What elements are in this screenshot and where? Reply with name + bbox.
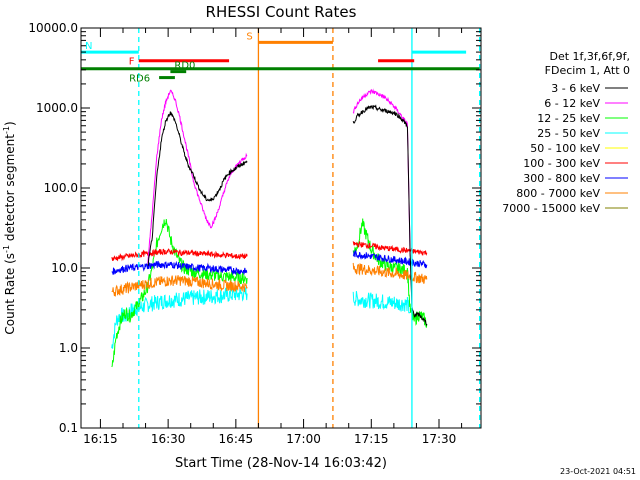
chart-title: RHESSI Count Rates <box>206 3 357 21</box>
x-tick-label: 17:15 <box>354 432 389 446</box>
series-line <box>352 104 428 327</box>
x-tick-label: 16:30 <box>151 432 186 446</box>
series-line <box>111 286 248 349</box>
y-axis-label-part: Count Rate (s <box>3 253 17 335</box>
flag-label: N <box>85 41 92 52</box>
series-line <box>147 111 248 266</box>
y-axis-label-part: detector segment <box>3 134 17 245</box>
series-line <box>352 249 428 269</box>
y-tick-label: 1000.0 <box>36 101 78 115</box>
legend-entry-label: 300 - 800 keV <box>523 172 600 185</box>
y-tick-label: 10.0 <box>51 261 78 275</box>
y-axis-label-part: ) <box>3 121 17 126</box>
y-tick-label: 1.0 <box>59 341 78 355</box>
y-tick-label: 100.0 <box>44 181 78 195</box>
x-tick-label: 16:15 <box>83 432 118 446</box>
flag-label: F <box>129 57 135 68</box>
y-axis-label-sup: -1 <box>2 126 11 134</box>
series-line <box>352 291 411 314</box>
series-line <box>111 260 248 276</box>
footer-timestamp: 23-Oct-2021 04:51 <box>560 467 636 476</box>
y-tick-label: 0.1 <box>59 421 78 435</box>
legend-header: FDecim 1, Att 0 <box>545 64 630 77</box>
series-line <box>352 262 428 284</box>
x-tick-label: 16:45 <box>219 432 254 446</box>
series-line <box>147 89 248 264</box>
y-axis-label-sup: -1 <box>2 245 11 253</box>
legend-entry-label: 800 - 7000 keV <box>516 187 600 200</box>
legend-entry-label: 25 - 50 keV <box>537 127 600 140</box>
flag-label: RD0 <box>174 61 195 72</box>
x-tick-label: 17:30 <box>422 432 457 446</box>
legend-entry-label: 7000 - 15000 keV <box>502 202 600 215</box>
legend-header: Det 1f,3f,6f,9f, <box>549 50 630 63</box>
legend-entry-label: 6 - 12 keV <box>544 97 600 110</box>
plot-frame <box>80 27 482 429</box>
x-tick-label: 17:00 <box>286 432 321 446</box>
legend-entry-label: 12 - 25 keV <box>537 112 600 125</box>
flag-label: RD6 <box>129 74 150 85</box>
legend-entry-label: 3 - 6 keV <box>551 82 600 95</box>
series-line <box>111 219 248 368</box>
series-line <box>352 240 428 256</box>
y-tick-label: 10000.0 <box>28 21 78 35</box>
x-axis-label: Start Time (28-Nov-14 16:03:42) <box>175 456 387 471</box>
series-line <box>352 88 411 257</box>
y-axis-label: Count Rate (s-1 detector segment-1) <box>2 121 17 334</box>
legend-entry-label: 50 - 100 keV <box>530 142 600 155</box>
series-line <box>111 248 248 262</box>
series-line <box>111 275 248 297</box>
legend-entry-label: 100 - 300 keV <box>523 157 600 170</box>
flag-label: S <box>246 31 252 42</box>
